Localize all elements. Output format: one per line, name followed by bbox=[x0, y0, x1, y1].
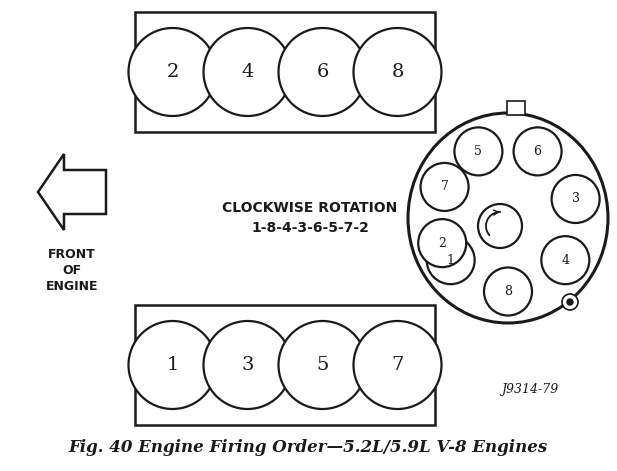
Circle shape bbox=[128, 321, 217, 409]
Text: 5: 5 bbox=[317, 356, 329, 374]
Bar bbox=[135, 12, 435, 132]
Text: 3: 3 bbox=[571, 193, 579, 205]
Circle shape bbox=[128, 28, 217, 116]
Circle shape bbox=[484, 268, 532, 316]
Bar bbox=[507, 101, 525, 115]
Text: 6: 6 bbox=[534, 145, 542, 158]
Circle shape bbox=[454, 127, 502, 175]
Circle shape bbox=[421, 163, 468, 211]
Text: 7: 7 bbox=[441, 180, 449, 194]
Text: Fig. 40 Engine Firing Order—5.2L/5.9L V-8 Engines: Fig. 40 Engine Firing Order—5.2L/5.9L V-… bbox=[69, 439, 548, 456]
Text: 4: 4 bbox=[561, 254, 569, 267]
Circle shape bbox=[354, 28, 442, 116]
Circle shape bbox=[552, 175, 600, 223]
Text: FRONT
OF
ENGINE: FRONT OF ENGINE bbox=[46, 248, 98, 293]
Polygon shape bbox=[38, 154, 106, 230]
Circle shape bbox=[354, 321, 442, 409]
Bar bbox=[135, 305, 435, 425]
Text: 4: 4 bbox=[241, 63, 254, 81]
Text: 2: 2 bbox=[438, 236, 446, 250]
Circle shape bbox=[427, 236, 474, 284]
Ellipse shape bbox=[408, 113, 608, 323]
Text: 5: 5 bbox=[474, 145, 482, 158]
Text: 8: 8 bbox=[504, 285, 512, 298]
Circle shape bbox=[513, 127, 561, 175]
Text: 7: 7 bbox=[391, 356, 404, 374]
Text: J9314-79: J9314-79 bbox=[502, 383, 558, 397]
Circle shape bbox=[541, 236, 589, 284]
Circle shape bbox=[278, 28, 366, 116]
Circle shape bbox=[204, 28, 291, 116]
Text: CLOCKWISE ROTATION: CLOCKWISE ROTATION bbox=[222, 201, 397, 215]
Circle shape bbox=[278, 321, 366, 409]
Text: 3: 3 bbox=[241, 356, 254, 374]
Circle shape bbox=[204, 321, 291, 409]
Text: 1: 1 bbox=[447, 254, 455, 267]
Text: 6: 6 bbox=[317, 63, 329, 81]
Text: 2: 2 bbox=[167, 63, 179, 81]
Circle shape bbox=[562, 294, 578, 310]
Circle shape bbox=[478, 204, 522, 248]
Text: 1: 1 bbox=[167, 356, 179, 374]
Text: 1-8-4-3-6-5-7-2: 1-8-4-3-6-5-7-2 bbox=[251, 221, 369, 235]
Circle shape bbox=[567, 299, 573, 305]
Circle shape bbox=[418, 219, 466, 267]
Text: 8: 8 bbox=[391, 63, 404, 81]
